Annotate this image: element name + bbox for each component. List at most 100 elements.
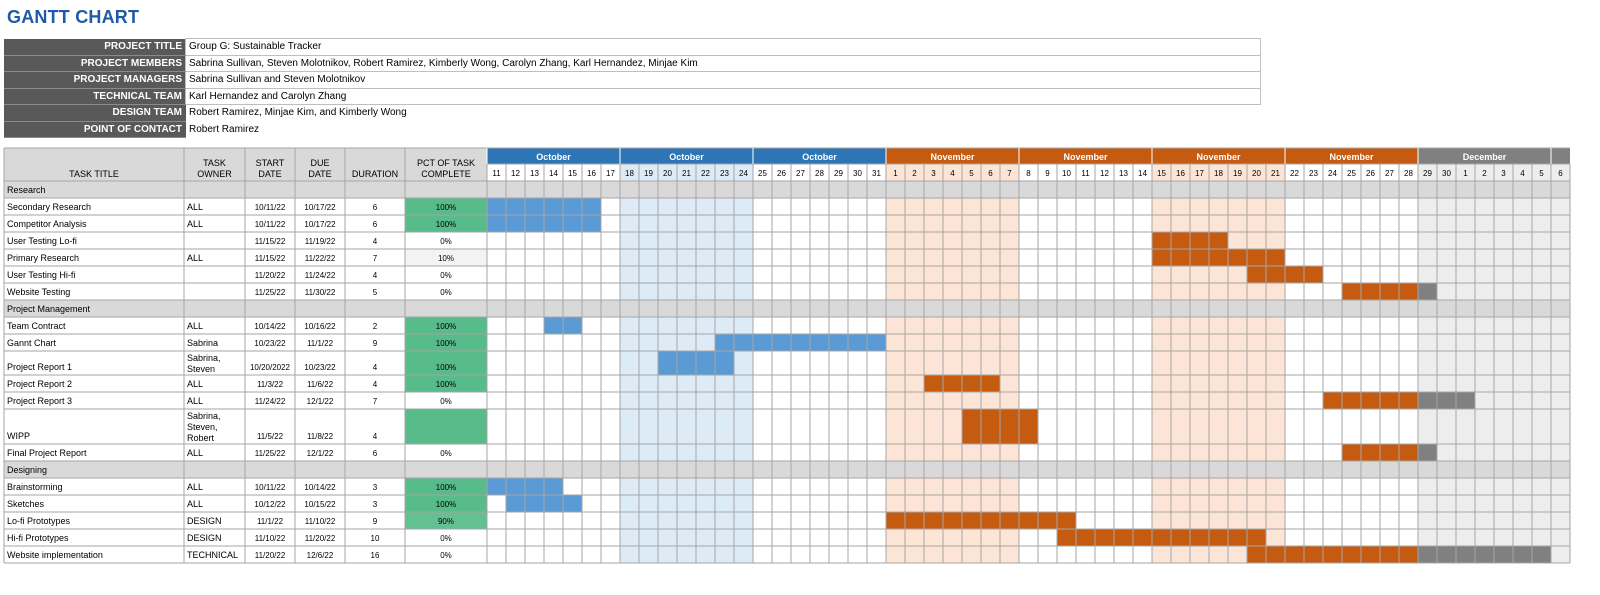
pct-complete: 100% [436, 339, 456, 348]
gantt-bar-cell [1171, 249, 1190, 266]
gantt-bar-cell [1399, 392, 1418, 409]
day-label: 4 [950, 169, 955, 178]
day-label: 25 [1347, 169, 1356, 178]
day-label: 2 [1482, 169, 1487, 178]
info-label: POINT OF CONTACT [4, 121, 186, 138]
day-header-cell [1114, 164, 1133, 181]
task-title: Final Project Report [7, 448, 87, 458]
gantt-bar-cell [1095, 529, 1114, 546]
duration: 9 [373, 339, 378, 348]
start-date: 11/20/22 [255, 551, 286, 560]
gantt-bar-cell [1038, 512, 1057, 529]
due-date: 11/1/22 [307, 339, 334, 348]
gantt-bar-cell [1475, 546, 1494, 563]
day-label: 28 [1404, 169, 1413, 178]
gantt-bar-cell [1171, 529, 1190, 546]
day-label: 5 [1539, 169, 1544, 178]
week-shade [981, 181, 1000, 563]
day-header-cell [1133, 164, 1152, 181]
pct-complete: 100% [436, 363, 456, 372]
day-header-cell [886, 164, 905, 181]
task-owner: TECHNICAL [187, 550, 238, 560]
task-title: Competitor Analysis [7, 219, 87, 229]
day-label: 5 [969, 169, 974, 178]
gantt-bar-cell [696, 351, 715, 375]
gantt-bar-cell [677, 351, 696, 375]
week-shade [1437, 181, 1456, 563]
task-owner: ALL [187, 499, 203, 509]
day-header-cell [1019, 164, 1038, 181]
day-header-cell [582, 164, 601, 181]
info-label: PROJECT MEMBERS [4, 55, 186, 72]
start-date: 10/11/22 [255, 483, 286, 492]
day-label: 14 [549, 169, 558, 178]
due-date: 12/6/22 [307, 551, 334, 560]
task-owner: ALL [187, 448, 203, 458]
day-header-cell [772, 164, 791, 181]
pct-complete: 10% [438, 254, 454, 263]
gantt-bar-cell [848, 334, 867, 351]
gantt-bar-cell [1000, 512, 1019, 529]
gantt-bar-cell [981, 512, 1000, 529]
due-date: 11/20/22 [305, 534, 336, 543]
technical-team-row: TECHNICAL TEAM Karl Hernandez and Carolyn… [4, 87, 1261, 105]
day-header-cell [791, 164, 810, 181]
day-label: 24 [1328, 169, 1337, 178]
day-label: 10 [1062, 169, 1071, 178]
day-header-cell [962, 164, 981, 181]
day-label: 12 [1100, 169, 1109, 178]
pct-complete: 100% [436, 380, 456, 389]
gantt-bar-cell [1209, 249, 1228, 266]
day-header-cell [1190, 164, 1209, 181]
gantt-bar-cell [886, 512, 905, 529]
due-date: 10/16/22 [304, 322, 336, 331]
gantt-bar-cell [1190, 249, 1209, 266]
week-shade [905, 181, 924, 563]
task-title: Sketches [7, 499, 45, 509]
page-title: GANTT CHART [7, 7, 140, 27]
week-shade [1228, 181, 1247, 563]
gantt-bar-cell [1456, 546, 1475, 563]
gantt-bar-cell [1399, 283, 1418, 300]
task-title: Primary Research [7, 253, 79, 263]
day-header-cell [1399, 164, 1418, 181]
day-header-cell [1532, 164, 1551, 181]
duration: 6 [373, 449, 378, 458]
day-label: 21 [1271, 169, 1280, 178]
day-label: 11 [492, 169, 501, 178]
pct-complete: 0% [440, 551, 452, 560]
gantt-bar-cell [487, 478, 506, 495]
gantt-bar-cell [1342, 283, 1361, 300]
gantt-bar-cell [1342, 444, 1361, 461]
pct-complete: 0% [440, 397, 452, 406]
start-date: 10/11/22 [255, 220, 286, 229]
month-label: October [536, 152, 571, 162]
day-label: 29 [1423, 169, 1432, 178]
week-shade [943, 181, 962, 563]
column-header: PCT OF TASK [417, 158, 475, 168]
section-title: Designing [7, 465, 47, 475]
day-header-cell [1171, 164, 1190, 181]
day-label: 27 [796, 169, 805, 178]
day-header-cell [1437, 164, 1456, 181]
gantt-bar-cell [582, 215, 601, 232]
duration: 2 [373, 322, 378, 331]
gantt-bar-cell [715, 334, 734, 351]
gantt-bar-cell [1000, 409, 1019, 444]
day-label: 16 [587, 169, 596, 178]
start-date: 10/12/22 [254, 500, 286, 509]
start-date: 11/20/22 [255, 271, 286, 280]
task-title: Team Contract [7, 321, 66, 331]
gantt-bar-cell [1380, 444, 1399, 461]
gantt-bar-cell [829, 334, 848, 351]
day-label: 22 [701, 169, 710, 178]
project-title-row: PROJECT TITLE Group G: Sustainable Tracke… [4, 38, 1261, 56]
month-header [886, 148, 1019, 164]
gantt-bar-cell [1532, 546, 1551, 563]
month-header [1285, 148, 1418, 164]
info-label: DESIGN TEAM [4, 104, 186, 122]
day-header-cell [943, 164, 962, 181]
due-date: 11/6/22 [307, 380, 334, 389]
pct-complete: 100% [436, 203, 456, 212]
